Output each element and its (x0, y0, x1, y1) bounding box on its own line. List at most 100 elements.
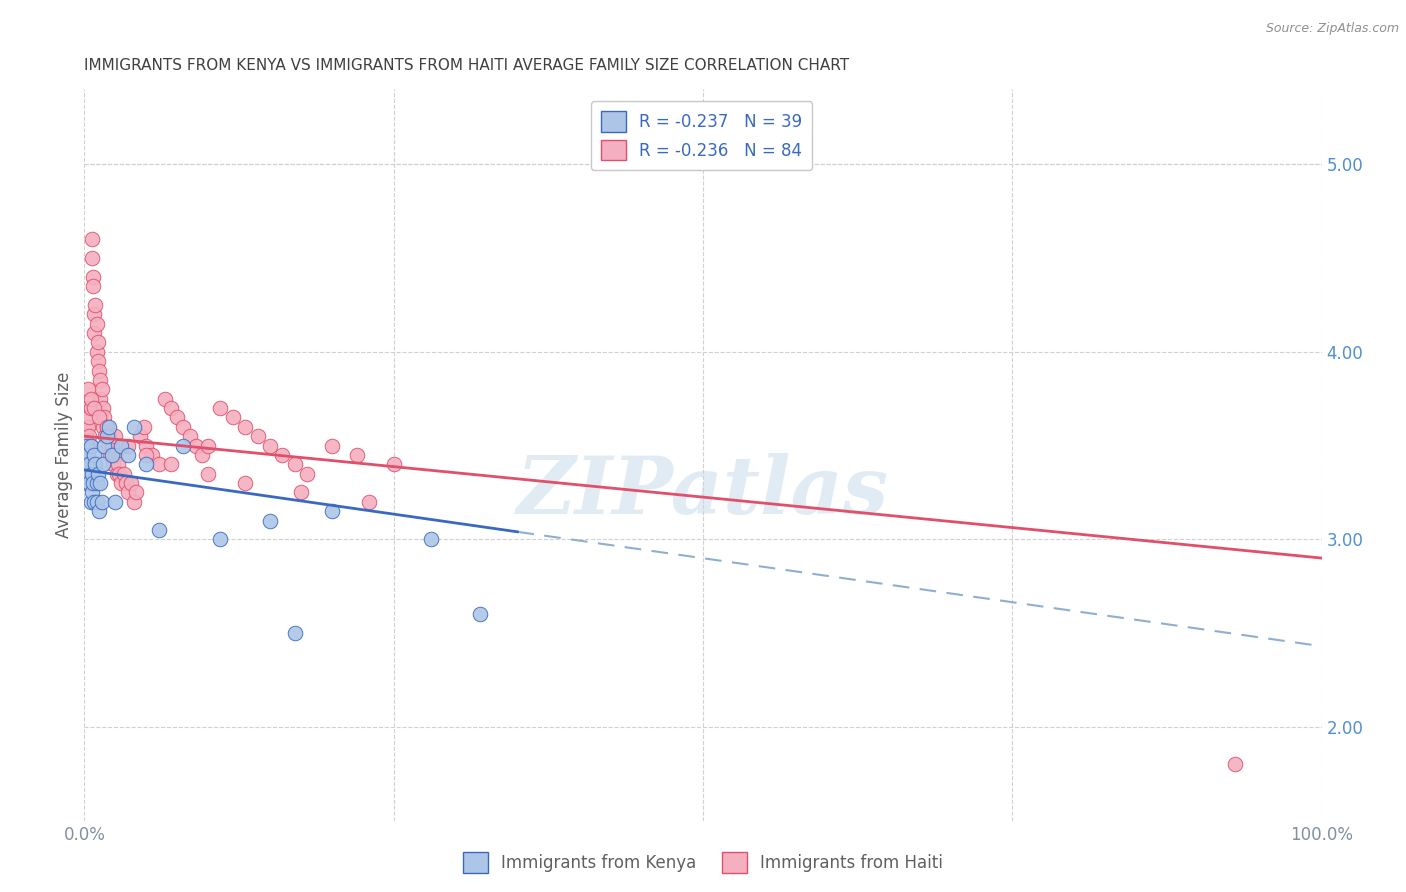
Point (132, 419, 155, 434)
Point (82, 279, 104, 293)
Point (346, 448, 368, 462)
Point (172, 438, 194, 452)
Point (80, 485, 103, 500)
Point (135, 438, 157, 452)
Point (104, 429, 127, 443)
Point (100, 438, 122, 452)
Point (77, 467, 100, 481)
Point (166, 410, 188, 425)
Point (96, 419, 118, 434)
Point (83, 307, 105, 321)
Point (82, 476, 104, 491)
Point (96, 429, 118, 443)
Point (75, 458, 97, 472)
Point (284, 458, 307, 472)
Point (84, 298, 107, 312)
Point (172, 419, 194, 434)
Point (110, 476, 132, 491)
Point (77, 382, 100, 396)
Point (290, 485, 312, 500)
Point (93, 410, 115, 425)
Point (91, 401, 114, 415)
Point (87, 335, 110, 350)
Point (259, 514, 281, 528)
Point (104, 448, 127, 462)
Point (91, 419, 114, 434)
Point (148, 458, 170, 472)
Point (191, 448, 214, 462)
Point (117, 485, 139, 500)
Point (419, 533, 441, 547)
Point (87, 467, 110, 481)
Point (89, 373, 111, 387)
Legend: R = -0.237   N = 39, R = -0.236   N = 84: R = -0.237 N = 39, R = -0.236 N = 84 (591, 101, 813, 170)
Point (79, 429, 101, 443)
Point (75, 429, 97, 443)
Point (259, 438, 281, 452)
Text: IMMIGRANTS FROM KENYA VS IMMIGRANTS FROM HAITI AVERAGE FAMILY SIZE CORRELATION C: IMMIGRANTS FROM KENYA VS IMMIGRANTS FROM… (84, 58, 849, 73)
Point (135, 458, 157, 472)
Point (470, 607, 492, 622)
Point (321, 504, 343, 518)
Point (79, 458, 101, 472)
Point (295, 467, 318, 481)
Point (271, 448, 294, 462)
Point (76, 438, 98, 452)
Point (122, 419, 145, 434)
Point (82, 269, 104, 284)
Point (84, 458, 107, 472)
Point (117, 448, 139, 462)
Point (98, 429, 121, 443)
Point (197, 438, 219, 452)
Point (79, 438, 101, 452)
Point (160, 401, 183, 415)
Text: ZIPatlas: ZIPatlas (517, 453, 889, 530)
Point (382, 458, 405, 472)
Point (86, 344, 108, 359)
Point (107, 458, 129, 472)
Point (197, 467, 219, 481)
Point (77, 448, 100, 462)
Point (79, 410, 101, 425)
Point (86, 317, 108, 331)
Point (222, 410, 245, 425)
Point (77, 401, 100, 415)
Point (135, 448, 157, 462)
Point (129, 429, 152, 443)
Point (105, 467, 128, 481)
Point (79, 392, 101, 406)
Point (108, 467, 131, 481)
Point (79, 438, 101, 452)
Point (79, 495, 101, 509)
Point (87, 354, 110, 368)
Point (321, 438, 343, 452)
Point (153, 392, 176, 406)
Point (115, 476, 138, 491)
Point (89, 392, 111, 406)
Point (233, 419, 256, 434)
Point (246, 429, 269, 443)
Point (148, 523, 170, 537)
Point (76, 476, 98, 491)
Point (141, 448, 163, 462)
Point (117, 438, 139, 452)
Point (209, 533, 232, 547)
Point (101, 458, 124, 472)
Point (97, 438, 120, 452)
Point (110, 438, 132, 452)
Point (233, 476, 256, 491)
Point (122, 495, 145, 509)
Point (79, 476, 101, 491)
Point (86, 495, 108, 509)
Point (90, 382, 112, 396)
Point (89, 363, 111, 377)
Point (77, 419, 100, 434)
Point (83, 326, 105, 340)
Point (179, 429, 201, 443)
Point (120, 476, 142, 491)
Point (284, 626, 307, 640)
Point (80, 232, 103, 246)
Point (80, 251, 103, 265)
Point (89, 410, 111, 425)
Point (91, 458, 114, 472)
